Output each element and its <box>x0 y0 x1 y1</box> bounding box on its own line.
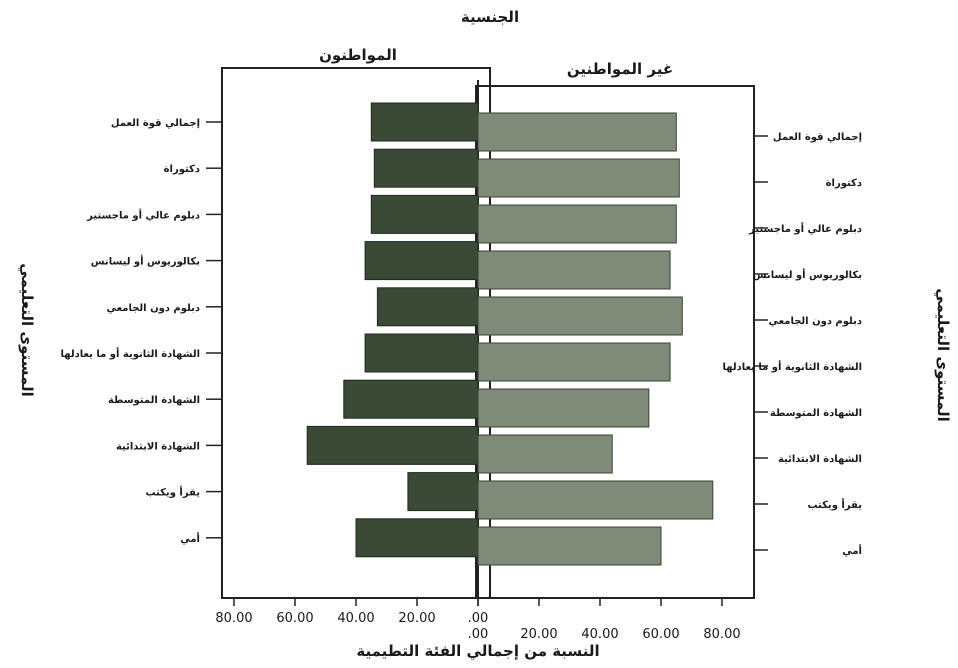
category-label-left: الشهادة المتوسطة <box>108 395 200 406</box>
bar-citizens <box>376 287 479 327</box>
category-label-right: دكتوراة <box>826 178 862 189</box>
x-tick-label-right: 80.00 <box>703 627 740 642</box>
bar-noncitizens <box>477 526 662 566</box>
bar-citizens <box>306 425 479 465</box>
bar-citizens <box>370 194 479 234</box>
bar-citizens <box>407 472 479 512</box>
x-tick-label-left: 60.00 <box>276 611 313 626</box>
bar-citizens <box>364 241 479 281</box>
category-label-left: إجمالي قوة العمل <box>111 118 200 129</box>
x-tick-label-right: .00 <box>468 627 489 642</box>
y-axis-title-left: المستوى التعليمي <box>18 263 36 396</box>
category-label-right: الشهادة الابتدائية <box>778 454 862 465</box>
category-label-left: بكالوريوس أو ليسانس <box>91 255 200 268</box>
bar-citizens <box>355 518 479 558</box>
x-tick-label-left: 20.00 <box>398 611 435 626</box>
bar-noncitizens <box>477 388 650 428</box>
bar-noncitizens <box>477 342 671 382</box>
category-label-right: يقرأ ويكتب <box>807 498 862 511</box>
category-label-left: دبلوم دون الجامعي <box>106 303 200 314</box>
bar-citizens <box>370 102 479 142</box>
y-axis-title-right: المستوى التعليمي <box>934 288 952 421</box>
bar-noncitizens <box>477 480 714 520</box>
bar-citizens <box>343 379 479 419</box>
x-tick-label-left: .00 <box>468 611 489 626</box>
x-tick-label-right: 40.00 <box>581 627 618 642</box>
x-tick-label-left: 80.00 <box>215 611 252 626</box>
bar-noncitizens <box>477 434 613 474</box>
x-tick-label-left: 40.00 <box>337 611 374 626</box>
panel-title-noncitizens: غير المواطنين <box>567 60 673 78</box>
category-label-left: أمي <box>180 532 200 545</box>
category-label-right: أمي <box>842 544 862 557</box>
category-label-right: دبلوم دون الجامعي <box>768 316 862 327</box>
bar-noncitizens <box>477 112 677 152</box>
bar-noncitizens <box>477 158 680 198</box>
category-label-left: دبلوم عالي أو ماجستير <box>86 208 200 221</box>
bar-citizens <box>373 148 479 188</box>
x-axis-title: النسبة من إجمالي الفئة التطيمية <box>356 642 599 660</box>
category-label-right: بكالوريوس أو ليسانس <box>753 268 862 281</box>
category-label-right: الشهادة الثانوية أو ما يعادلها <box>722 360 862 373</box>
chart-title: الجنسية <box>461 8 519 26</box>
x-tick-label-right: 20.00 <box>520 627 557 642</box>
bar-noncitizens <box>477 204 677 244</box>
category-label-right: دبلوم عالي أو ماجستير <box>748 222 862 235</box>
bar-noncitizens <box>477 250 671 290</box>
category-label-left: الشهادة الابتدائية <box>116 441 200 452</box>
x-tick-label-right: 60.00 <box>642 627 679 642</box>
category-label-left: الشهادة الثانوية أو ما يعادلها <box>60 347 200 360</box>
category-label-left: يقرأ ويكتب <box>145 486 200 499</box>
bar-citizens <box>364 333 479 373</box>
category-label-right: الشهادة المتوسطة <box>770 408 862 419</box>
category-label-right: إجمالي قوة العمل <box>773 132 862 143</box>
panel-title-citizens: المواطنون <box>319 46 397 64</box>
category-label-left: دكتوراة <box>164 164 200 175</box>
bar-noncitizens <box>477 296 683 336</box>
